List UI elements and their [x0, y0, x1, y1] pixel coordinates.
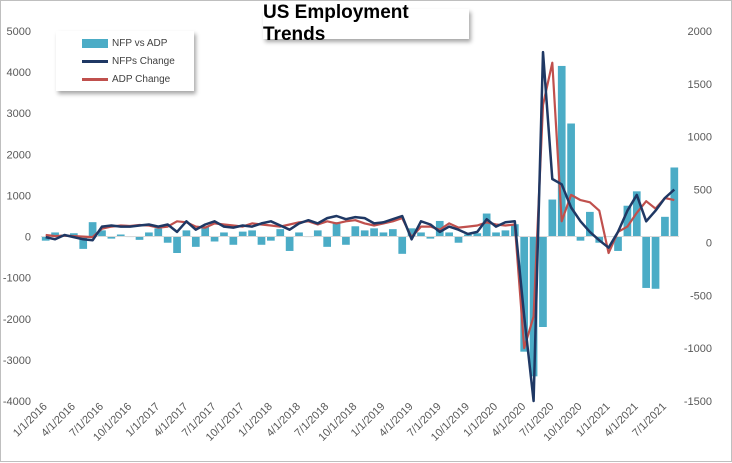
bar-nfp-vs-adp	[661, 216, 669, 237]
bar-nfp-vs-adp	[586, 211, 594, 237]
bar-nfp-vs-adp	[313, 230, 322, 237]
bar-nfp-vs-adp	[107, 236, 116, 239]
bar-nfp-vs-adp	[482, 213, 491, 237]
bar-nfp-vs-adp	[163, 236, 172, 243]
bar-nfp-vs-adp	[191, 236, 200, 247]
bar-nfp-vs-adp	[41, 236, 50, 241]
y-left-tick-label: -2000	[3, 314, 31, 326]
bar-nfp-vs-adp	[342, 236, 350, 245]
bar-nfp-vs-adp	[79, 236, 88, 249]
bar-nfp-vs-adp	[257, 236, 266, 245]
bar-nfp-vs-adp	[576, 236, 585, 241]
bar-nfp-vs-adp	[229, 236, 238, 245]
bar-nfp-vs-adp	[210, 236, 219, 242]
legend-swatch-bars	[82, 38, 108, 48]
bar-nfp-vs-adp	[360, 230, 369, 237]
y-right-tick-label: 1500	[688, 79, 712, 91]
y-left-tick-label: 3000	[7, 108, 31, 120]
legend-item-adp-change: ADP Change	[56, 71, 170, 87]
adp-line	[45, 61, 675, 350]
legend-item-nfps-change: NFPs Change	[56, 53, 175, 69]
bar-nfp-vs-adp	[173, 236, 181, 253]
bar-nfp-vs-adp	[492, 232, 500, 237]
bar-nfp-vs-adp	[238, 231, 247, 237]
bar-nfp-vs-adp	[651, 236, 660, 289]
y-left-tick-label: 2000	[7, 149, 31, 161]
bar-nfp-vs-adp	[295, 232, 303, 237]
bar-nfp-vs-adp	[548, 199, 557, 237]
bar-nfp-vs-adp	[407, 228, 416, 237]
y-right-tick-label: 500	[694, 185, 712, 197]
bar-nfp-vs-adp	[398, 236, 407, 254]
bar-nfp-vs-adp	[182, 230, 191, 237]
y-left-tick-label: -3000	[3, 355, 31, 367]
bar-nfp-vs-adp	[557, 65, 566, 237]
bar-nfp-vs-adp	[388, 229, 397, 237]
bar-nfp-vs-adp	[145, 232, 153, 237]
legend-label-nfp-vs-adp: NFP vs ADP	[112, 37, 168, 49]
y-right-tick-label: 1000	[688, 132, 712, 144]
y-left-tick-label: -1000	[3, 273, 31, 285]
bar-nfp-vs-adp	[379, 232, 388, 237]
bar-nfp-vs-adp	[539, 236, 547, 327]
legend-swatch-nfp-line	[82, 59, 108, 63]
bar-nfp-vs-adp	[642, 236, 651, 288]
y-right-tick-label: 0	[706, 237, 712, 249]
legend-item-nfp-vs-adp: NFP vs ADP	[56, 35, 167, 51]
legend-label-adp-change: ADP Change	[112, 73, 171, 85]
bar-nfp-vs-adp	[276, 229, 285, 237]
y-right-tick-label: 2000	[688, 26, 712, 38]
bar-nfp-vs-adp	[623, 205, 632, 237]
y-right-tick-label: -1500	[684, 396, 712, 408]
bar-nfp-vs-adp	[285, 236, 294, 251]
y-left-tick-label: 0	[25, 232, 31, 244]
y-left-tick-label: 1000	[7, 190, 31, 202]
y-left-tick-label: 5000	[7, 26, 31, 38]
legend: NFP vs ADP NFPs Change ADP Change	[56, 31, 194, 91]
bar-nfp-vs-adp	[332, 222, 341, 237]
bar-nfp-vs-adp	[445, 232, 453, 237]
chart-title: US Employment Trends	[263, 2, 409, 45]
legend-label-nfps-change: NFPs Change	[112, 55, 175, 67]
chart-title-box: US Employment Trends	[263, 2, 469, 45]
bar-nfp-vs-adp	[248, 230, 256, 237]
bar-nfp-vs-adp	[154, 228, 163, 237]
nfp-line	[45, 50, 676, 403]
y-left-tick-label: 4000	[7, 67, 31, 79]
legend-swatch-adp-line	[82, 77, 108, 81]
bar-nfp-vs-adp	[88, 222, 97, 237]
bar-nfp-vs-adp	[351, 226, 360, 237]
bar-nfp-vs-adp	[69, 233, 78, 237]
bar-nfp-vs-adp	[520, 236, 529, 352]
bar-nfp-vs-adp	[417, 232, 425, 237]
bar-nfp-vs-adp	[614, 236, 622, 251]
bar-nfp-vs-adp	[220, 232, 228, 237]
bar-nfp-vs-adp	[464, 234, 472, 237]
bar-nfp-vs-adp	[323, 236, 332, 247]
bar-nfp-vs-adp	[135, 236, 144, 240]
y-left-tick-label: -4000	[3, 396, 31, 408]
bar-nfp-vs-adp	[51, 232, 59, 237]
bar-nfp-vs-adp	[370, 228, 378, 237]
bar-nfp-vs-adp	[473, 233, 482, 237]
bar-nfp-vs-adp	[454, 236, 463, 243]
bar-nfp-vs-adp	[267, 236, 275, 241]
bar-nfp-vs-adp	[426, 236, 435, 239]
bar-nfp-vs-adp	[567, 123, 575, 237]
bar-nfp-vs-adp	[98, 230, 106, 237]
y-right-tick-label: -500	[690, 290, 712, 302]
bar-nfp-vs-adp	[670, 167, 679, 237]
y-right-tick-label: -1000	[684, 343, 712, 355]
bar-nfp-vs-adp	[201, 226, 210, 237]
bar-nfp-vs-adp	[116, 234, 125, 237]
bar-nfp-vs-adp	[501, 230, 510, 237]
